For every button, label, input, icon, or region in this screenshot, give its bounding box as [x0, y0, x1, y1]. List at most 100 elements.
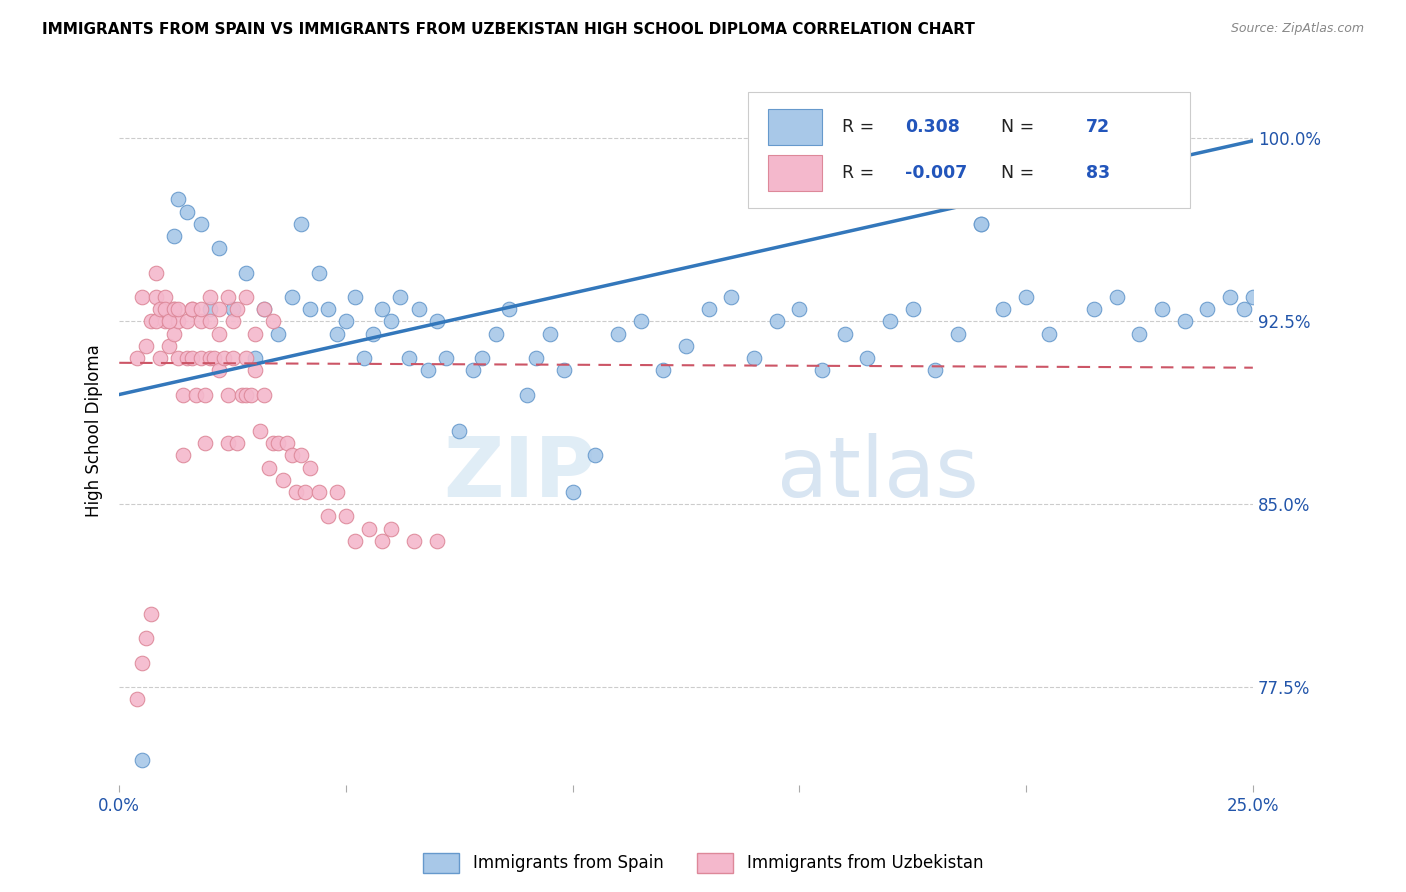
Point: [235, 351, 257, 365]
Point: [131, 290, 153, 304]
Point: [276, 436, 298, 450]
Point: [135, 339, 157, 353]
Point: [153, 290, 176, 304]
Text: N =: N =: [990, 164, 1039, 182]
Point: [262, 314, 284, 328]
Point: [198, 351, 221, 365]
Point: [993, 302, 1015, 317]
Point: [561, 485, 583, 500]
Point: [163, 326, 186, 341]
Point: [235, 387, 257, 401]
Point: [172, 449, 194, 463]
Point: [267, 436, 290, 450]
Point: [253, 302, 276, 317]
Point: [145, 290, 167, 304]
Point: [946, 326, 969, 341]
Point: [298, 302, 321, 317]
Point: [208, 302, 231, 317]
Text: -0.007: -0.007: [905, 164, 967, 182]
Point: [970, 217, 993, 231]
Text: 0.308: 0.308: [905, 118, 960, 136]
Point: [280, 290, 302, 304]
Point: [280, 449, 302, 463]
Point: [271, 473, 294, 487]
Point: [290, 449, 312, 463]
Point: [924, 363, 946, 377]
Point: [1060, 144, 1083, 158]
Point: [371, 533, 394, 548]
Point: [316, 509, 339, 524]
Point: [675, 339, 697, 353]
Point: [1241, 290, 1264, 304]
Text: 83: 83: [1087, 164, 1111, 182]
Point: [167, 193, 190, 207]
Point: [765, 314, 787, 328]
Point: [198, 302, 221, 317]
Point: [235, 290, 257, 304]
Point: [172, 387, 194, 401]
Point: [308, 485, 330, 500]
Point: [253, 302, 276, 317]
Point: [208, 326, 231, 341]
Point: [167, 351, 190, 365]
Point: [1219, 290, 1241, 304]
Point: [1197, 302, 1219, 317]
Point: [139, 607, 162, 621]
Point: [697, 302, 720, 317]
Point: [461, 363, 484, 377]
Point: [402, 533, 425, 548]
Point: [353, 351, 375, 365]
Point: [167, 302, 190, 317]
Point: [335, 314, 357, 328]
Point: [204, 351, 226, 365]
Point: [538, 326, 561, 341]
Text: Source: ZipAtlas.com: Source: ZipAtlas.com: [1230, 22, 1364, 36]
Point: [208, 363, 231, 377]
Point: [153, 314, 176, 328]
Point: [449, 424, 471, 438]
Point: [1174, 314, 1197, 328]
Point: [285, 485, 308, 500]
Point: [245, 351, 267, 365]
Point: [249, 424, 271, 438]
Point: [157, 339, 180, 353]
Point: [180, 302, 202, 317]
Point: [426, 533, 449, 548]
Point: [1105, 290, 1128, 304]
Point: [180, 351, 202, 365]
Point: [217, 436, 239, 450]
Point: [335, 509, 357, 524]
Point: [471, 351, 494, 365]
Point: [398, 351, 420, 365]
Point: [231, 387, 253, 401]
Point: [1083, 302, 1105, 317]
Point: [408, 302, 430, 317]
Point: [194, 436, 217, 450]
Point: [357, 522, 380, 536]
Point: [1152, 302, 1174, 317]
Point: [316, 302, 339, 317]
Point: [553, 363, 575, 377]
Point: [127, 692, 149, 706]
Text: IMMIGRANTS FROM SPAIN VS IMMIGRANTS FROM UZBEKISTAN HIGH SCHOOL DIPLOMA CORRELAT: IMMIGRANTS FROM SPAIN VS IMMIGRANTS FROM…: [42, 22, 974, 37]
Point: [498, 302, 520, 317]
Point: [226, 302, 249, 317]
Point: [186, 387, 208, 401]
Point: [652, 363, 675, 377]
Point: [1038, 326, 1060, 341]
Point: [217, 387, 239, 401]
Point: [834, 326, 856, 341]
Point: [583, 449, 606, 463]
Point: [131, 656, 153, 670]
FancyBboxPatch shape: [768, 109, 823, 145]
Point: [198, 314, 221, 328]
Point: [1233, 302, 1256, 317]
FancyBboxPatch shape: [748, 92, 1191, 209]
Point: [163, 302, 186, 317]
Point: [145, 314, 167, 328]
Point: [811, 363, 834, 377]
Text: R =: R =: [842, 118, 880, 136]
Text: R =: R =: [842, 164, 880, 182]
Point: [879, 314, 901, 328]
Point: [389, 290, 412, 304]
